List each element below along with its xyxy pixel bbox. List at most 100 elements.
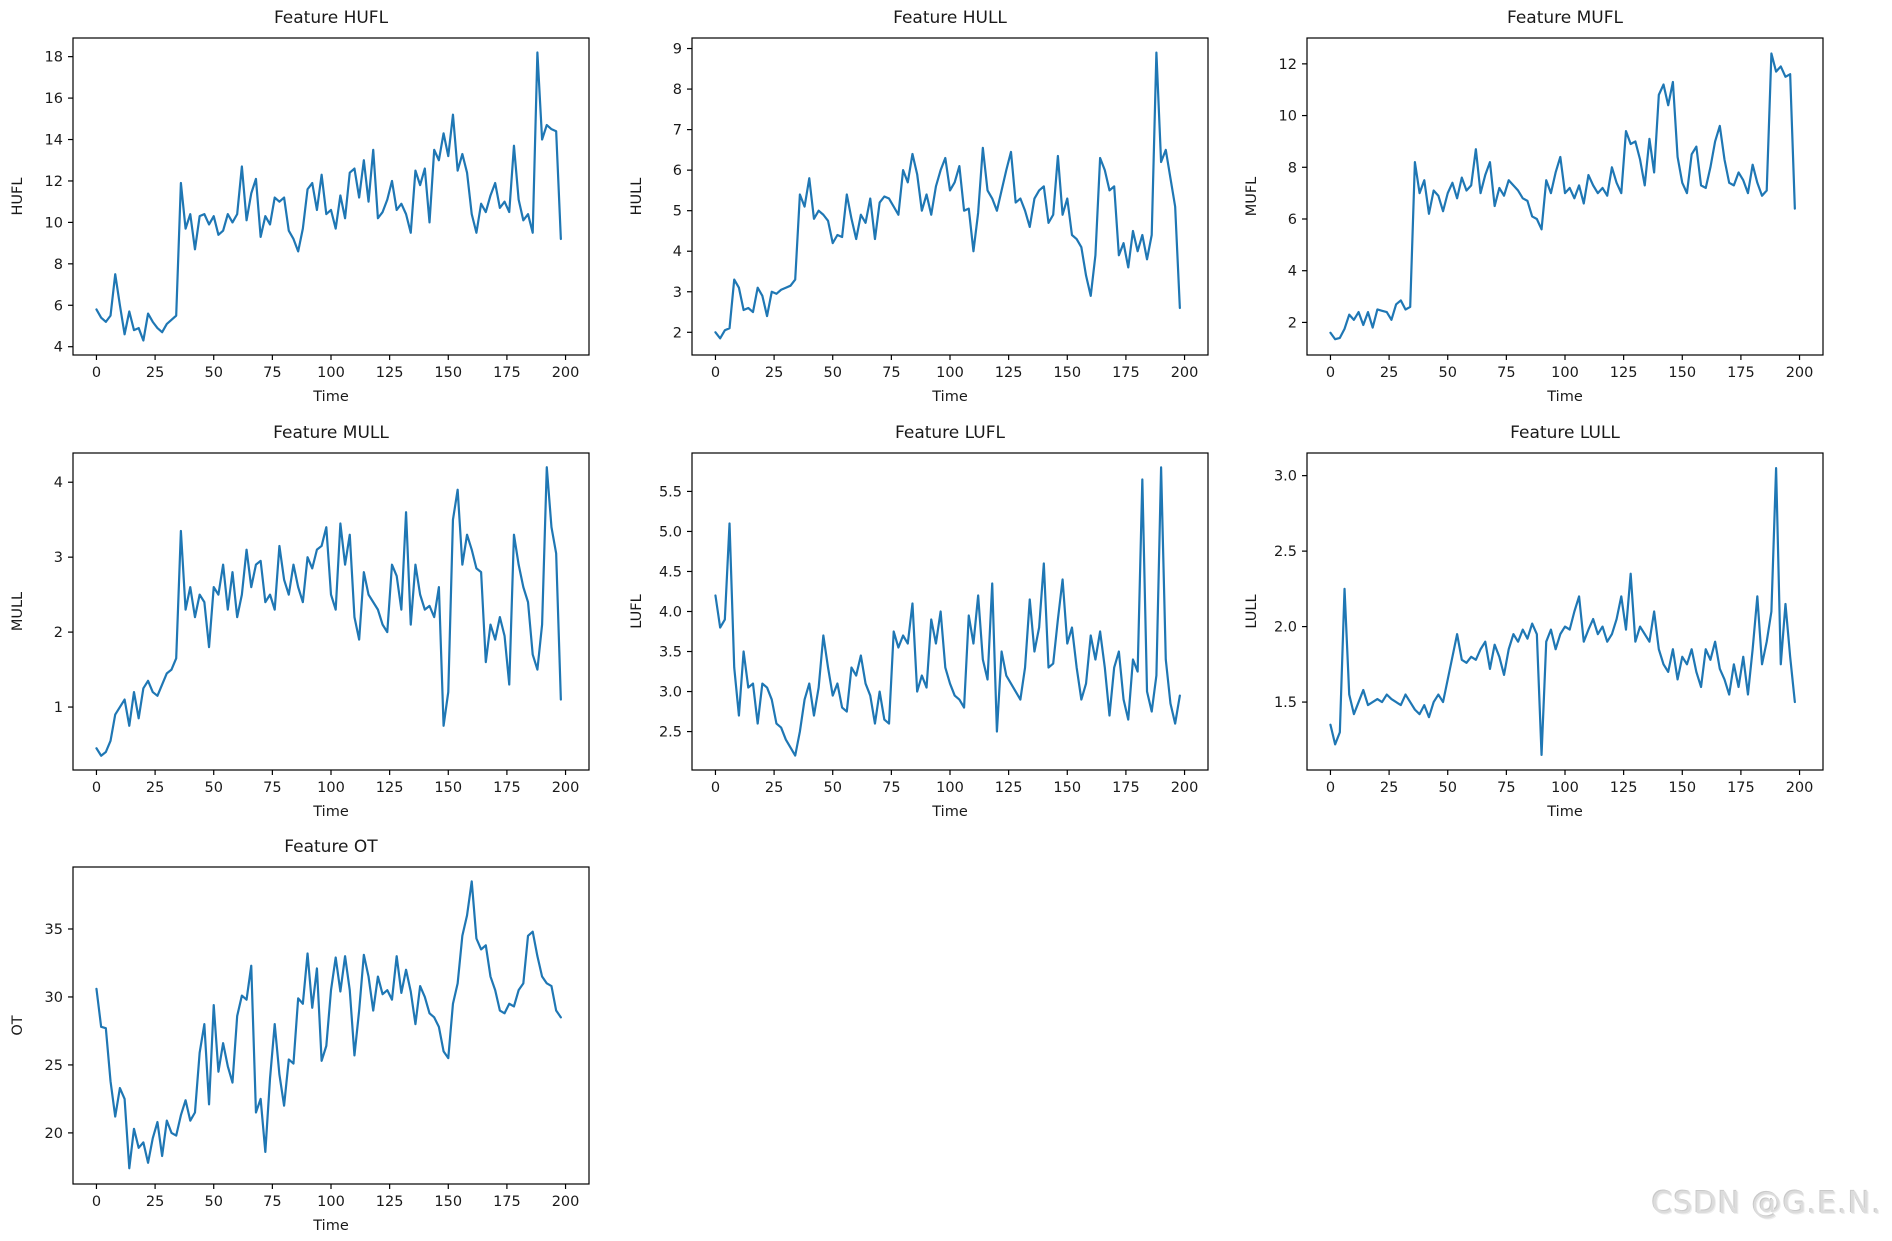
plot-box — [1306, 37, 1824, 356]
x-tick-label: 100 — [936, 780, 964, 796]
y-tick-label: 2 — [673, 325, 682, 341]
y-tick-label: 2.5 — [1274, 544, 1297, 560]
y-tick-label: 6 — [54, 298, 63, 314]
mull-plot: 1 2 3 4 0 25 50 75 100 125 150 175 200 Time MULL — [10, 452, 590, 820]
x-tick-label: 0 — [1326, 780, 1335, 796]
x-tick-label: 50 — [824, 780, 842, 796]
x-axis-label: Time — [931, 389, 968, 405]
x-tick-label: 100 — [317, 780, 345, 796]
chart-title-lull: Feature LULL — [1510, 423, 1620, 443]
x-tick-label: 200 — [1171, 365, 1199, 381]
x-tick-label: 100 — [936, 365, 964, 381]
x-tick-label: 25 — [1380, 780, 1398, 796]
y-tick-label: 2 — [54, 625, 63, 641]
x-tick-label: 0 — [92, 780, 101, 796]
y-axis-label: HUFL — [10, 178, 26, 216]
x-tick-label: 0 — [1326, 365, 1335, 381]
x-tick-label: 75 — [263, 365, 281, 381]
chart-title-hull: Feature HULL — [893, 8, 1007, 28]
y-tick-label: 10 — [45, 215, 63, 231]
plot-box — [1306, 452, 1824, 771]
x-tick-label: 50 — [1439, 780, 1457, 796]
x-tick-label: 175 — [1112, 780, 1140, 796]
y-tick-label: 4 — [1288, 264, 1297, 280]
y-tick-label: 3.0 — [1274, 469, 1297, 485]
y-tick-label: 4 — [673, 244, 682, 260]
y-tick-label: 12 — [45, 174, 63, 190]
x-tick-label: 150 — [434, 365, 462, 381]
y-tick-label: 2.0 — [1274, 620, 1297, 636]
x-tick-label: 150 — [1053, 780, 1081, 796]
x-tick-label: 150 — [1668, 365, 1696, 381]
y-tick-label: 1 — [54, 700, 63, 716]
x-axis-label: Time — [1546, 389, 1583, 405]
x-tick-label: 125 — [1610, 780, 1638, 796]
x-tick-label: 75 — [1497, 365, 1515, 381]
x-tick-label: 50 — [205, 365, 223, 381]
series-line — [95, 880, 562, 1170]
x-tick-label: 50 — [1439, 365, 1457, 381]
y-tick-label: 8 — [54, 257, 63, 273]
x-tick-label: 125 — [376, 1194, 404, 1210]
x-tick-label: 25 — [146, 365, 164, 381]
x-axis-label: Time — [931, 804, 968, 820]
x-tick-label: 50 — [824, 365, 842, 381]
plot-box — [72, 37, 590, 356]
y-tick-label: 8 — [673, 82, 682, 98]
x-tick-label: 25 — [146, 780, 164, 796]
plot-box — [72, 866, 590, 1185]
chart-lufl: Feature LUFL 2.5 3.0 3.5 4.0 4.5 5.0 5.5 0 25 50 7… — [607, 415, 1247, 827]
x-tick-label: 175 — [493, 365, 521, 381]
series-line — [95, 466, 562, 757]
y-tick-label: 10 — [1279, 109, 1297, 125]
x-tick-label: 150 — [1668, 780, 1696, 796]
hull-plot: 2 3 4 5 6 7 8 9 0 25 50 75 100 125 150 175 200 Time HULL — [629, 37, 1209, 405]
x-axis-label: Time — [312, 389, 349, 405]
x-tick-label: 200 — [1171, 780, 1199, 796]
x-tick-label: 25 — [146, 1194, 164, 1210]
chart-hufl: Feature HUFL 4 6 8 10 12 14 16 18 0 25 50 75 100 125 1… — [0, 0, 628, 412]
y-tick-label: 4.0 — [659, 605, 682, 621]
chart-title-mull: Feature MULL — [273, 423, 389, 443]
series-line — [714, 466, 1181, 757]
y-tick-label: 14 — [45, 133, 63, 149]
y-axis-label: OT — [10, 1015, 26, 1035]
plot-box — [691, 452, 1209, 771]
lufl-plot: 2.5 3.0 3.5 4.0 4.5 5.0 5.5 0 25 50 75 100 125 150 175… — [629, 452, 1209, 820]
y-tick-label: 3 — [673, 285, 682, 301]
y-tick-label: 4 — [54, 475, 63, 491]
x-tick-label: 200 — [552, 365, 580, 381]
x-tick-label: 75 — [263, 1194, 281, 1210]
y-tick-label: 1.5 — [1274, 695, 1297, 711]
y-tick-label: 30 — [45, 990, 63, 1006]
x-axis-label: Time — [312, 804, 349, 820]
x-tick-label: 200 — [552, 1194, 580, 1210]
x-tick-label: 50 — [205, 1194, 223, 1210]
x-tick-label: 200 — [1786, 780, 1814, 796]
x-tick-label: 75 — [263, 780, 281, 796]
x-tick-label: 75 — [882, 365, 900, 381]
x-tick-label: 50 — [205, 780, 223, 796]
x-tick-label: 125 — [995, 365, 1023, 381]
x-tick-label: 175 — [1112, 365, 1140, 381]
chart-title-mufl: Feature MUFL — [1506, 8, 1623, 28]
y-tick-label: 9 — [673, 42, 682, 58]
x-tick-label: 25 — [765, 365, 783, 381]
y-tick-label: 7 — [673, 123, 682, 139]
hufl-plot: 4 6 8 10 12 14 16 18 0 25 50 75 100 125 150 175 200 Time H… — [10, 37, 590, 405]
x-axis-label: Time — [312, 1218, 349, 1234]
y-tick-label: 4.5 — [659, 564, 682, 580]
y-tick-label: 4 — [54, 340, 63, 356]
x-tick-label: 125 — [376, 365, 404, 381]
series-line — [95, 51, 562, 342]
x-tick-label: 125 — [376, 780, 404, 796]
y-tick-label: 16 — [45, 91, 63, 107]
x-tick-label: 0 — [92, 1194, 101, 1210]
x-tick-label: 100 — [1551, 365, 1579, 381]
y-axis-label: HULL — [629, 178, 645, 216]
y-tick-label: 25 — [45, 1058, 63, 1074]
x-tick-label: 75 — [1497, 780, 1515, 796]
series-line — [1329, 52, 1796, 341]
y-tick-label: 20 — [45, 1126, 63, 1142]
